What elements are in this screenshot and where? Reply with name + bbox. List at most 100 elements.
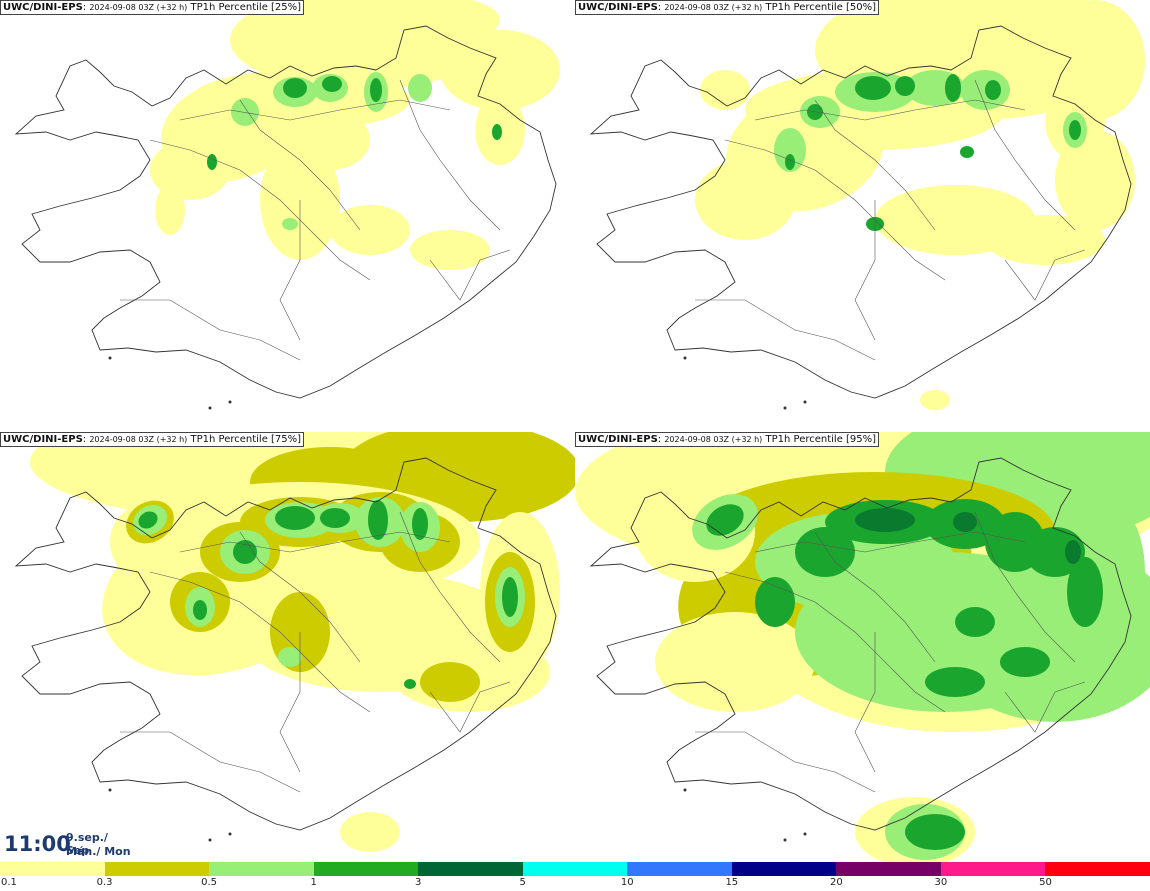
precip-area xyxy=(774,128,806,172)
island-dot xyxy=(803,832,807,836)
precip-area xyxy=(420,662,480,702)
precip-area xyxy=(322,76,342,92)
precip-area xyxy=(905,814,965,850)
legend-swatch xyxy=(940,862,1047,876)
panel-title: UWC/DINI-EPS: 2024-09-08 03Z (+32 h) TP1… xyxy=(0,0,305,15)
legend-swatch xyxy=(836,862,942,876)
panel-title: UWC/DINI-EPS: 2024-09-08 03Z (+32 h) TP1… xyxy=(575,432,880,447)
precip-area xyxy=(138,511,158,529)
precip-area xyxy=(855,508,915,532)
precip-area xyxy=(408,74,432,102)
precip-area xyxy=(700,70,750,110)
valid-day: Mán./ Mon xyxy=(66,845,131,858)
valid-time: 11:00 xyxy=(4,832,71,856)
road-line xyxy=(149,571,371,713)
precip-area xyxy=(368,500,388,540)
iceland-map xyxy=(589,25,1132,399)
precip-field xyxy=(575,432,1150,862)
precip-area xyxy=(945,74,961,102)
legend-tick-label: 20 xyxy=(829,877,843,888)
iceland-map xyxy=(589,457,1132,831)
legend-tick-label: 30 xyxy=(934,877,948,888)
legend-swatch xyxy=(627,862,733,876)
precip-area xyxy=(785,154,795,170)
panel-title: UWC/DINI-EPS: 2024-09-08 03Z (+32 h) TP1… xyxy=(575,0,880,15)
island-dot xyxy=(108,356,112,360)
precip-area xyxy=(193,600,207,620)
legend-swatch xyxy=(418,862,524,876)
road-line xyxy=(695,731,876,793)
legend-swatch xyxy=(104,862,211,876)
precip-legend: 0.1 0.3 0.5 1 3 5 10 15 20 30 50 xyxy=(0,862,1150,891)
precip-area xyxy=(231,98,259,126)
road-line xyxy=(429,249,511,301)
island-dot xyxy=(803,400,807,404)
precip-area xyxy=(807,104,823,120)
field-label: TP1h Percentile [75%] xyxy=(190,434,302,445)
precip-area xyxy=(340,812,400,852)
legend-swatch xyxy=(1045,862,1150,876)
road-line xyxy=(854,632,876,773)
road-line xyxy=(974,79,1076,231)
precip-area xyxy=(440,30,560,110)
road-line xyxy=(814,99,936,231)
coastline xyxy=(589,25,1132,399)
precip-area xyxy=(290,110,370,170)
road-line xyxy=(814,531,936,663)
run-label: 2024-09-08 03Z (+32 h) xyxy=(89,435,188,444)
precip-field xyxy=(150,0,560,270)
road-line xyxy=(399,511,501,663)
road-line xyxy=(695,299,876,361)
legend-tick-label: 3 xyxy=(414,877,422,888)
legend-tick-label: 1 xyxy=(310,877,317,888)
road-line xyxy=(754,99,1026,121)
precip-area xyxy=(502,577,518,617)
road-line xyxy=(724,571,946,713)
legend-tick-label: 10 xyxy=(620,877,634,888)
island-dot xyxy=(228,400,232,404)
precip-area xyxy=(985,80,1001,100)
field-label: TP1h Percentile [95%] xyxy=(765,434,877,445)
legend-tick-label: 0.3 xyxy=(96,877,113,888)
map-canvas xyxy=(14,0,560,410)
run-label: 2024-09-08 03Z (+32 h) xyxy=(664,3,763,12)
precip-area xyxy=(755,577,795,627)
road-line xyxy=(120,731,301,793)
legend-tick-label: 50 xyxy=(1039,877,1052,888)
precip-area xyxy=(370,78,382,102)
road-line xyxy=(974,511,1076,663)
precip-area xyxy=(920,390,950,410)
precip-area xyxy=(960,146,974,158)
precip-area xyxy=(985,215,1105,265)
legend-tick-label: 0.5 xyxy=(201,877,218,888)
map-panel-p25: UWC/DINI-EPS: 2024-09-08 03Z (+32 h) TP1… xyxy=(0,0,575,430)
precip-area xyxy=(330,205,410,255)
precip-area xyxy=(412,508,428,540)
island-dot xyxy=(228,832,232,836)
map-canvas xyxy=(589,0,1145,410)
road-line xyxy=(179,99,451,121)
precip-area xyxy=(275,506,315,530)
iceland-map xyxy=(14,25,557,399)
iceland-map xyxy=(14,457,557,831)
valid-date: 9.sep./ Sep xyxy=(66,831,108,857)
precip-area xyxy=(283,78,307,98)
road-line xyxy=(239,531,361,663)
field-label: TP1h Percentile [25%] xyxy=(190,2,302,13)
legend-swatch xyxy=(0,862,106,876)
legend-swatch xyxy=(522,862,629,876)
road-line xyxy=(1004,249,1086,301)
road-line xyxy=(149,139,371,281)
road-line xyxy=(1004,681,1086,733)
island-dot xyxy=(783,406,787,410)
island-dot xyxy=(683,788,687,792)
road-line xyxy=(724,139,946,281)
source-label: UWC/DINI-EPS xyxy=(3,434,83,445)
island-dot xyxy=(108,788,112,792)
island-dot xyxy=(208,406,212,410)
map-panel-p75: UWC/DINI-EPS: 2024-09-08 03Z (+32 h) TP1… xyxy=(0,432,575,862)
precip-area xyxy=(855,76,891,100)
precip-area xyxy=(953,512,977,532)
precip-area xyxy=(706,504,744,536)
legend-swatch xyxy=(731,862,838,876)
